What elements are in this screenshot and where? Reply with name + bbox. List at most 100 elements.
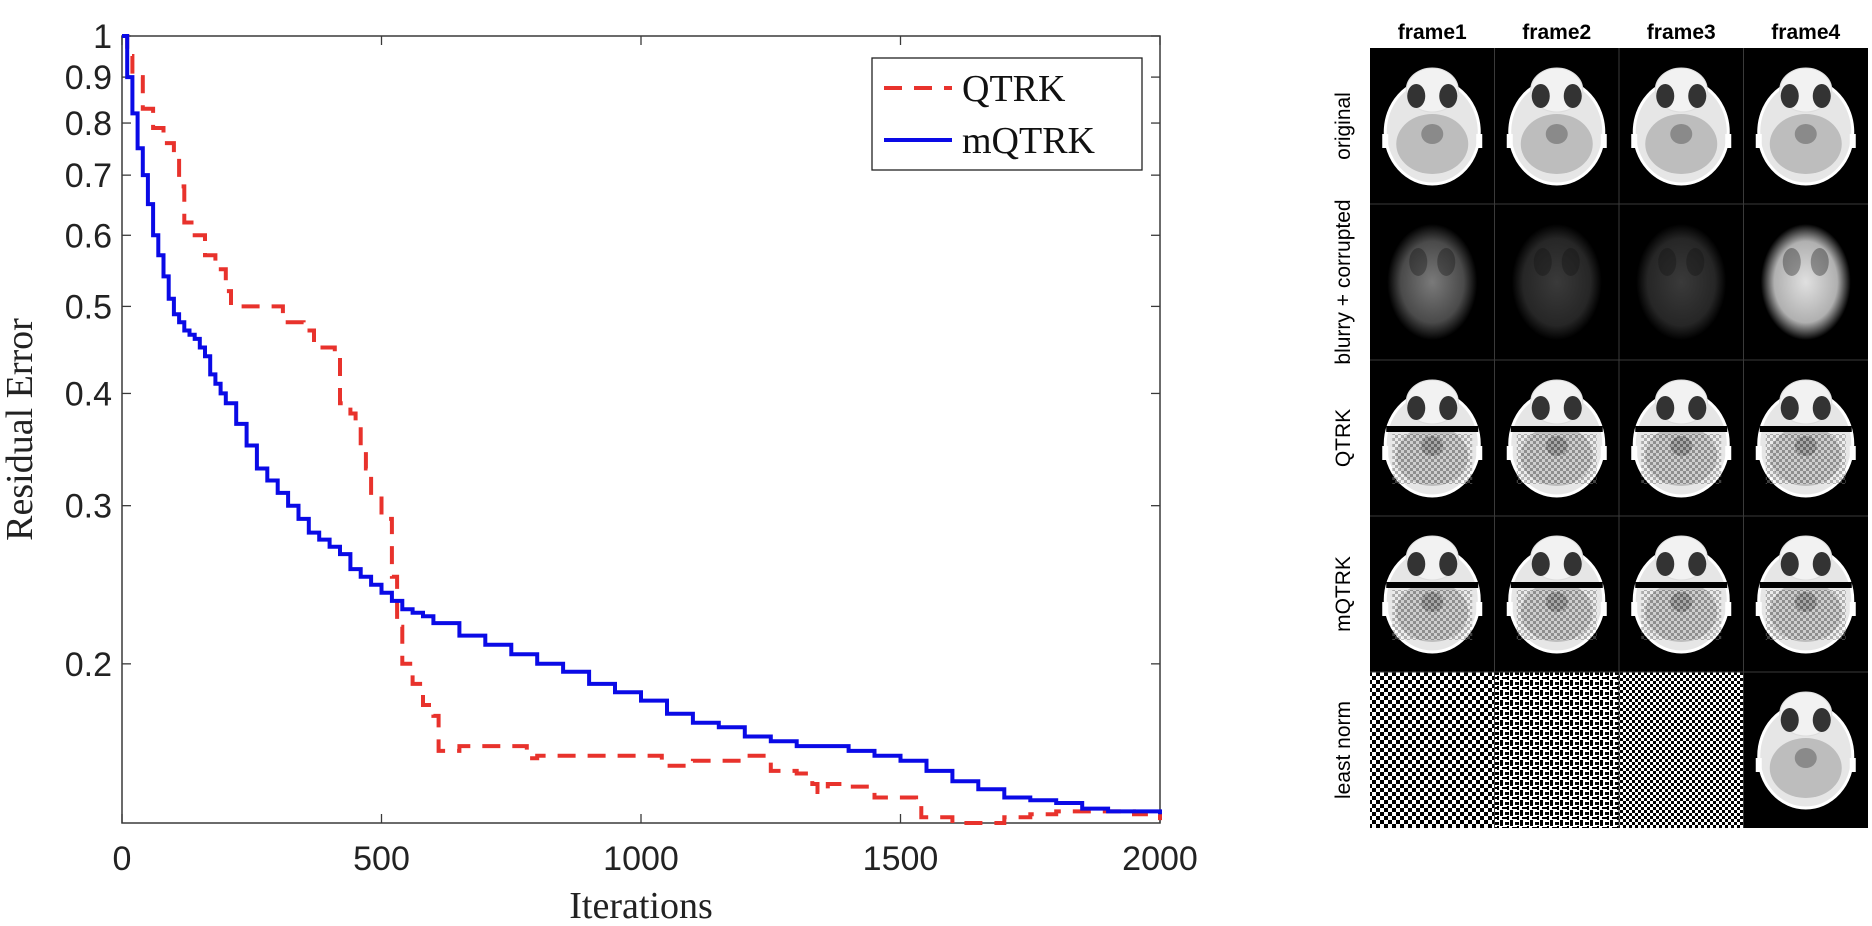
ear: [1631, 134, 1638, 148]
row-label: QTRK: [1332, 409, 1355, 467]
noise-image: [1619, 672, 1744, 828]
y-axis-label: Residual Error: [0, 318, 41, 541]
column-title: frame3: [1647, 21, 1716, 44]
brainstem: [1794, 124, 1817, 144]
image-cell: [1619, 516, 1744, 672]
image-cell: [1370, 48, 1495, 204]
reconstruction-texture: [1516, 434, 1597, 484]
image-cell: [1619, 360, 1744, 516]
y-tick-label: 0.7: [65, 157, 112, 195]
ear: [1382, 446, 1389, 460]
ear: [1849, 446, 1856, 460]
image-cell: [1743, 48, 1868, 204]
ear: [1382, 602, 1389, 616]
column-title: frame4: [1771, 21, 1840, 44]
reconstruction-band: [1510, 426, 1603, 432]
image-cell: [1494, 48, 1619, 204]
image-cell: [1743, 516, 1868, 672]
ear: [1600, 446, 1607, 460]
image-cell: [1370, 672, 1495, 828]
column-title: frame2: [1522, 21, 1591, 44]
y-tick-label: 0.6: [65, 217, 112, 255]
reconstruction-texture: [1641, 590, 1722, 640]
legend-label-mqtrk: mQTRK: [962, 120, 1096, 162]
x-tick-label: 0: [113, 840, 132, 878]
eye-socket: [1812, 396, 1831, 420]
line-chart: 0 500 1000 1500 2000 10.9 0.8 0.7 0.6 0.5 0.4 0.3 0.…: [0, 18, 1198, 926]
eye-socket: [1656, 84, 1675, 108]
image-cell: [1743, 360, 1868, 516]
legend-label-qtrk: QTRK: [962, 68, 1066, 110]
eye-socket: [1688, 396, 1707, 420]
ear: [1725, 602, 1732, 616]
blurred-brain-shape: [1636, 224, 1727, 340]
blurred-eye: [1561, 248, 1580, 276]
blurred-eye: [1782, 248, 1801, 276]
eye-socket: [1812, 84, 1831, 108]
eye-socket: [1531, 396, 1550, 420]
blurred-brain-shape: [1511, 224, 1602, 340]
ear: [1755, 602, 1762, 616]
image-grid: frame1 frame2 frame3 frame4 original blurry +…: [1332, 21, 1868, 828]
series-line-mqtrk: [122, 34, 1162, 815]
y-tick-label: 0.8: [65, 105, 112, 143]
x-tick-label: 1500: [863, 840, 939, 878]
ear: [1755, 134, 1762, 148]
eye-socket: [1563, 396, 1582, 420]
x-tick-label: 1000: [603, 840, 679, 878]
eye-socket: [1780, 84, 1799, 108]
eye-socket: [1439, 552, 1458, 576]
blurred-brain-shape: [1387, 224, 1478, 340]
eye-socket: [1688, 84, 1707, 108]
reconstruction-texture: [1516, 590, 1597, 640]
brainstem: [1421, 124, 1444, 144]
reconstruction-texture: [1765, 590, 1846, 640]
eye-socket: [1563, 552, 1582, 576]
blurred-eye: [1533, 248, 1552, 276]
legend: QTRK mQTRK: [871, 57, 1143, 171]
y-tick-label: 0.2: [65, 646, 112, 684]
reconstruction-texture: [1392, 434, 1473, 484]
blurred-brain-shape: [1760, 224, 1851, 340]
eye-socket: [1812, 552, 1831, 576]
ear: [1382, 134, 1389, 148]
eye-socket: [1656, 396, 1675, 420]
reconstruction-band: [1635, 426, 1728, 432]
brainstem: [1670, 124, 1693, 144]
image-cell: [1619, 672, 1744, 828]
series-line-qtrk: [122, 34, 1162, 825]
ear: [1631, 446, 1638, 460]
y-tick-label: 1: [93, 18, 112, 56]
x-tick-label: 500: [353, 840, 410, 878]
y-tick-label: 0.4: [65, 375, 112, 413]
ear: [1600, 602, 1607, 616]
image-cell: [1619, 204, 1744, 360]
eye-socket: [1407, 396, 1426, 420]
ear: [1849, 134, 1856, 148]
eye-socket: [1656, 552, 1675, 576]
image-cell: [1743, 672, 1868, 828]
image-cell: [1494, 672, 1619, 828]
ear: [1849, 602, 1856, 616]
eye-socket: [1531, 552, 1550, 576]
ear: [1476, 134, 1483, 148]
column-title: frame1: [1398, 21, 1467, 44]
eye-socket: [1439, 396, 1458, 420]
row-label: original: [1332, 92, 1355, 160]
eye-socket: [1563, 84, 1582, 108]
eye-socket: [1531, 84, 1550, 108]
y-tick-label: 0.3: [65, 488, 112, 526]
blurred-eye: [1686, 248, 1705, 276]
row-label: mQTRK: [1332, 556, 1355, 632]
brainstem: [1794, 748, 1817, 768]
legend-box: [871, 57, 1143, 171]
brainstem: [1545, 124, 1568, 144]
x-axis-label: Iterations: [569, 885, 713, 926]
image-cell: [1494, 516, 1619, 672]
ear: [1631, 602, 1638, 616]
reconstruction-band: [1635, 582, 1728, 588]
image-cell: [1370, 204, 1495, 360]
image-cell: [1370, 360, 1495, 516]
image-cell: [1494, 360, 1619, 516]
x-tick-label: 2000: [1122, 840, 1198, 878]
